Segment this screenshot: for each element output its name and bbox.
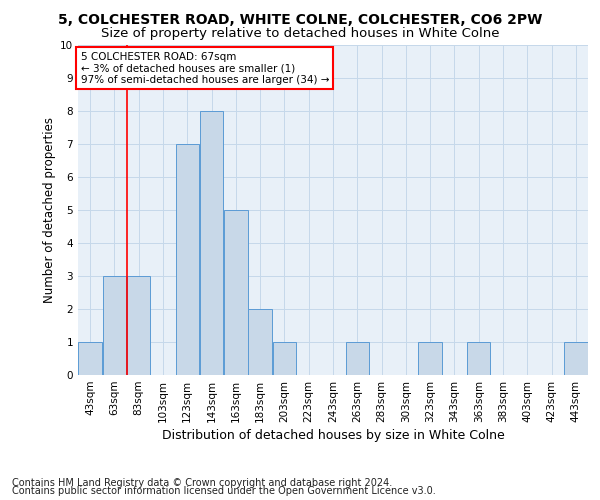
Text: 5, COLCHESTER ROAD, WHITE COLNE, COLCHESTER, CO6 2PW: 5, COLCHESTER ROAD, WHITE COLNE, COLCHES… bbox=[58, 12, 542, 26]
Bar bbox=[248, 309, 272, 375]
Bar bbox=[200, 111, 223, 375]
Text: 5 COLCHESTER ROAD: 67sqm
← 3% of detached houses are smaller (1)
97% of semi-det: 5 COLCHESTER ROAD: 67sqm ← 3% of detache… bbox=[80, 52, 329, 85]
Y-axis label: Number of detached properties: Number of detached properties bbox=[43, 117, 56, 303]
Bar bbox=[176, 144, 199, 375]
Bar bbox=[467, 342, 490, 375]
Bar bbox=[346, 342, 369, 375]
Text: Contains HM Land Registry data © Crown copyright and database right 2024.: Contains HM Land Registry data © Crown c… bbox=[12, 478, 392, 488]
Bar bbox=[127, 276, 151, 375]
Bar bbox=[224, 210, 248, 375]
Bar bbox=[272, 342, 296, 375]
Bar bbox=[79, 342, 102, 375]
Text: Size of property relative to detached houses in White Colne: Size of property relative to detached ho… bbox=[101, 28, 499, 40]
Text: Contains public sector information licensed under the Open Government Licence v3: Contains public sector information licen… bbox=[12, 486, 436, 496]
Bar bbox=[418, 342, 442, 375]
X-axis label: Distribution of detached houses by size in White Colne: Distribution of detached houses by size … bbox=[161, 429, 505, 442]
Bar bbox=[564, 342, 587, 375]
Bar bbox=[103, 276, 126, 375]
